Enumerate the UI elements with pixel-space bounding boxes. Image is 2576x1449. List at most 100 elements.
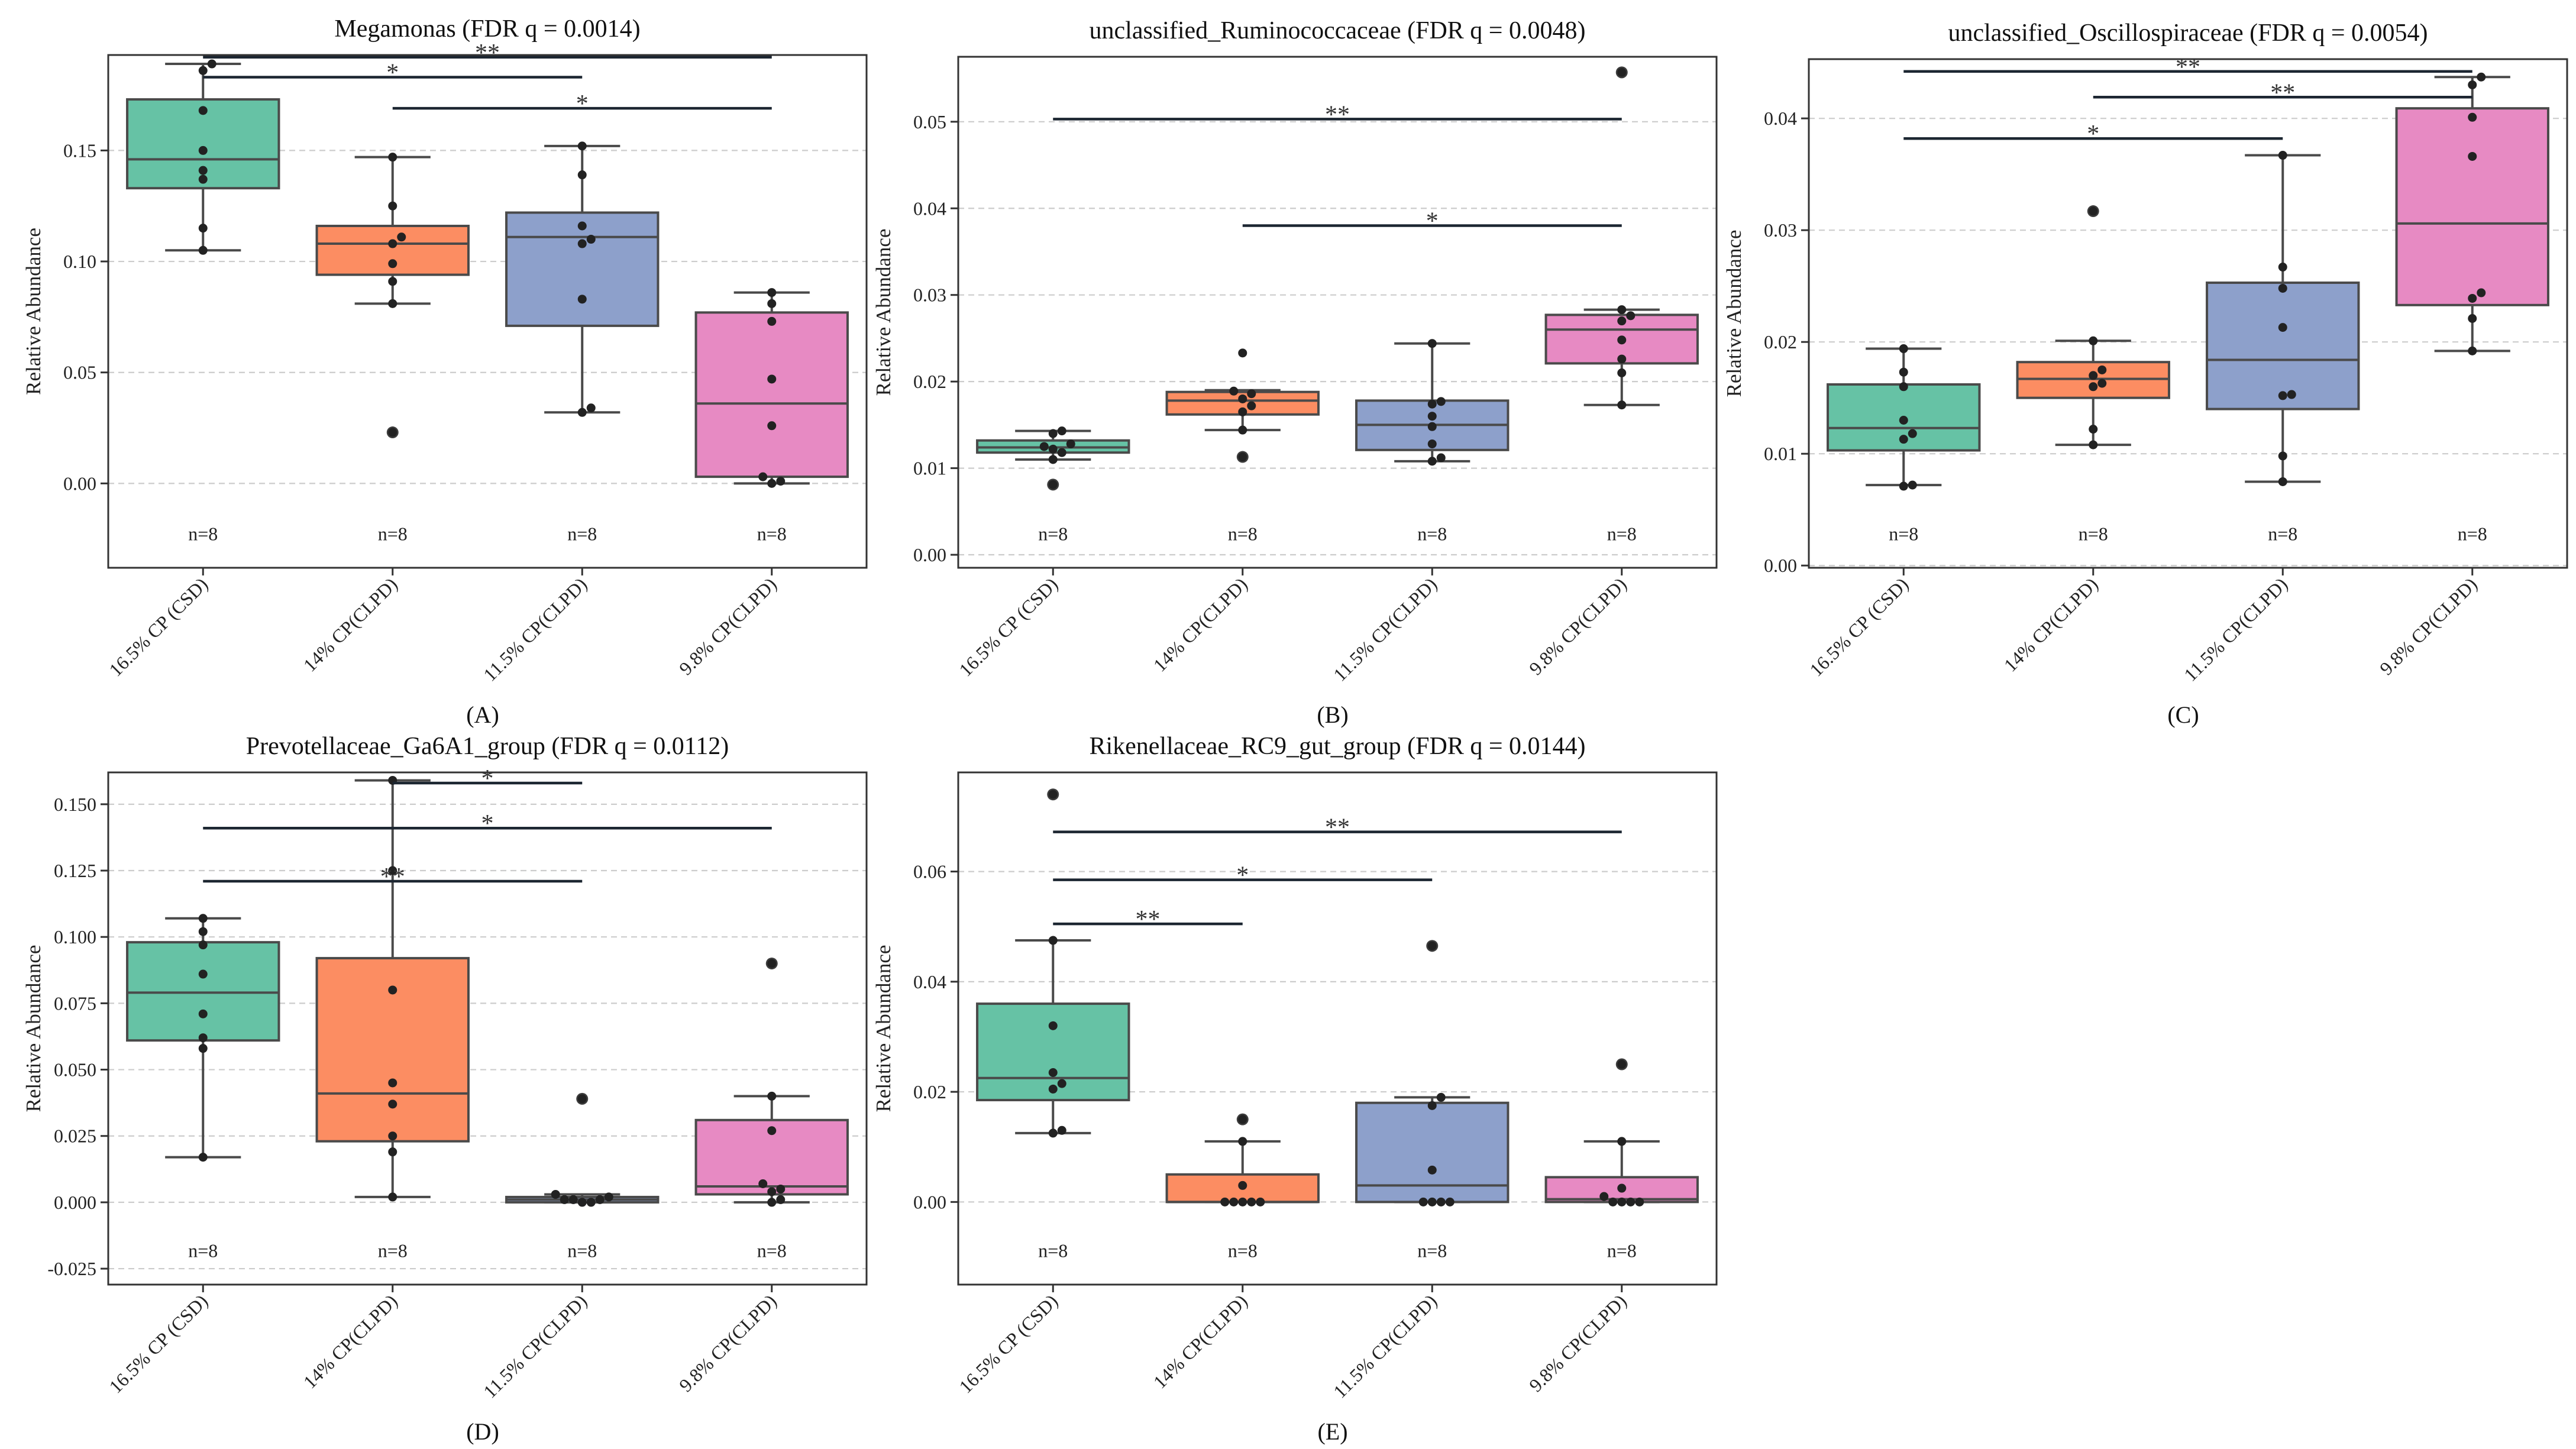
x-tick-label: 14% CP(CLPD) — [299, 573, 402, 675]
data-point — [388, 277, 397, 286]
data-point — [551, 1189, 560, 1199]
y-tick-label: 0.03 — [1764, 219, 1797, 241]
data-point — [2278, 391, 2287, 400]
data-point — [397, 232, 406, 242]
count-label: n=8 — [1607, 523, 1637, 544]
data-point — [577, 141, 587, 151]
y-axis-label: Relative Abundance — [872, 945, 895, 1112]
panel-label: (C) — [2167, 701, 2199, 728]
y-tick-label: 0.06 — [913, 861, 946, 882]
significance-label: ** — [1325, 101, 1350, 128]
data-point — [198, 245, 208, 255]
data-point — [577, 221, 587, 231]
data-point — [198, 1153, 208, 1162]
panel-label: (D) — [466, 1418, 499, 1445]
data-point — [586, 403, 596, 413]
data-point — [2477, 288, 2486, 297]
y-tick-label: 0.04 — [913, 198, 946, 219]
count-label: n=8 — [1228, 523, 1258, 544]
data-point — [2097, 379, 2107, 388]
y-tick-label: 0.125 — [54, 860, 96, 881]
panel-a: ****0.000.050.100.15n=8 n=8 n=8 n=816.5% CP… — [22, 15, 868, 728]
x-tick-label: 16.5% CP (CSD) — [105, 573, 212, 680]
y-tick-label: 0.000 — [54, 1192, 96, 1213]
data-point — [388, 1131, 397, 1141]
data-point — [1057, 1079, 1066, 1088]
data-point — [2089, 425, 2098, 434]
y-tick-label: 0.03 — [913, 284, 946, 306]
box-4 — [694, 958, 849, 1207]
x-tick-label: 16.5% CP (CSD) — [955, 1290, 1062, 1397]
count-label: n=8 — [1607, 1240, 1637, 1261]
data-point — [198, 940, 208, 950]
data-point — [2097, 365, 2107, 374]
box-rect — [694, 311, 849, 478]
box-2 — [1165, 348, 1320, 463]
data-point — [595, 1195, 605, 1204]
data-point — [2278, 151, 2287, 160]
count-label: n=8 — [2268, 523, 2297, 545]
data-point — [2468, 293, 2477, 303]
y-tick-label: 0.04 — [913, 971, 946, 992]
data-point — [1048, 790, 1058, 799]
data-point — [388, 866, 397, 875]
data-point — [1057, 1125, 1066, 1135]
panel-label: (E) — [1317, 1418, 1347, 1445]
count-label: n=8 — [188, 523, 218, 544]
y-tick-label: 0.05 — [913, 111, 946, 132]
data-point — [1256, 1197, 1265, 1207]
box-2 — [315, 775, 470, 1202]
data-point — [198, 969, 208, 979]
data-point — [560, 1195, 569, 1204]
data-point — [604, 1192, 613, 1202]
data-point — [767, 421, 777, 431]
data-point — [2468, 346, 2477, 355]
y-tick-label: 0.00 — [63, 473, 96, 494]
data-point — [767, 1091, 777, 1101]
significance-label: * — [481, 765, 494, 793]
data-point — [1608, 1197, 1618, 1207]
count-label: n=8 — [567, 523, 597, 544]
data-point — [198, 914, 208, 923]
data-point — [2278, 263, 2287, 272]
chart-title: Prevotellaceae_Ga6A1_group (FDR q = 0.01… — [246, 733, 729, 760]
count-label: n=8 — [1038, 523, 1068, 544]
data-point — [388, 201, 397, 211]
count-label: n=8 — [1417, 523, 1447, 544]
data-point — [1048, 1021, 1058, 1030]
data-point — [1220, 1197, 1230, 1207]
data-point — [1057, 426, 1066, 436]
data-point — [1908, 480, 1917, 490]
data-point — [1229, 1197, 1239, 1207]
box-3 — [1355, 339, 1510, 466]
x-tick-label: 9.8% CP(CLPD) — [2375, 573, 2481, 679]
data-point — [776, 477, 786, 486]
data-point — [767, 1187, 777, 1196]
box-1 — [126, 59, 280, 255]
y-tick-label: 0.00 — [913, 544, 946, 565]
panel-c: *****0.000.010.020.030.04n=8 n=8 n=8 n=816.… — [1722, 20, 2568, 728]
y-tick-label: 0.00 — [1764, 555, 1797, 576]
data-point — [577, 170, 587, 180]
x-tick-label: 16.5% CP (CSD) — [1805, 573, 1912, 680]
data-point — [767, 959, 777, 968]
plot-frame — [107, 771, 868, 1286]
data-point — [1048, 444, 1058, 454]
data-point — [1039, 442, 1049, 451]
data-point — [388, 1078, 397, 1088]
data-point — [1436, 1197, 1446, 1207]
data-point — [198, 1033, 208, 1043]
y-axis-label: Relative Abundance — [22, 228, 45, 395]
data-point — [1617, 1197, 1627, 1207]
significance-label: * — [481, 810, 494, 837]
data-point — [198, 1009, 208, 1018]
data-point — [198, 1044, 208, 1053]
data-point — [2089, 371, 2098, 380]
significance-label: ** — [2270, 79, 2295, 106]
data-point — [1418, 1197, 1428, 1207]
data-point — [758, 1179, 768, 1188]
significance-label: * — [576, 90, 589, 118]
data-point — [1247, 1197, 1256, 1207]
data-point — [758, 472, 768, 481]
data-point — [388, 259, 397, 269]
